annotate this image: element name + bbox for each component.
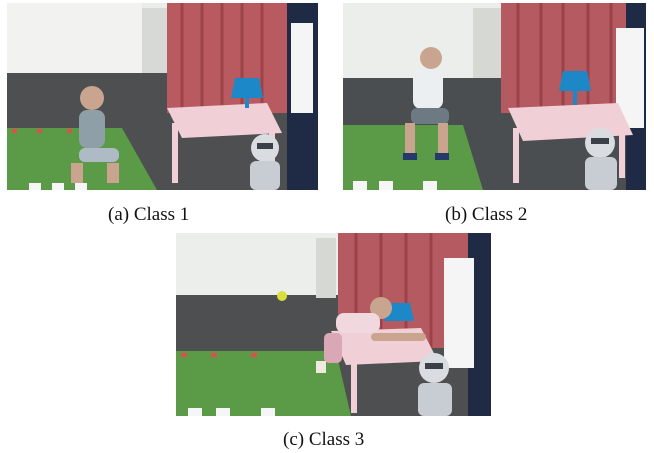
blue-lamp bbox=[559, 71, 591, 91]
tennis-ball bbox=[277, 291, 287, 301]
blue-lamp bbox=[231, 78, 263, 98]
play-mat bbox=[176, 351, 351, 416]
nao-robot bbox=[250, 134, 280, 190]
photo-class-1 bbox=[7, 3, 318, 190]
caption-b: (b) Class 2 bbox=[445, 204, 528, 225]
door bbox=[316, 238, 336, 298]
photo-panel-b bbox=[343, 3, 646, 190]
child bbox=[71, 86, 119, 183]
child bbox=[403, 47, 449, 160]
caption-c: (c) Class 3 bbox=[283, 429, 365, 450]
curtain bbox=[167, 3, 287, 113]
photo-panel-a bbox=[7, 3, 318, 190]
hanging-shirt bbox=[291, 23, 313, 113]
photo-panel-c bbox=[176, 233, 491, 416]
caption-a: (a) Class 1 bbox=[108, 204, 190, 225]
table bbox=[167, 103, 282, 138]
nao-robot bbox=[585, 128, 617, 190]
photo-class-3 bbox=[176, 233, 491, 416]
child bbox=[316, 297, 426, 373]
nao-robot bbox=[418, 353, 452, 416]
table bbox=[508, 103, 633, 141]
photo-class-2 bbox=[343, 3, 646, 190]
hanging-shirt bbox=[444, 258, 474, 368]
